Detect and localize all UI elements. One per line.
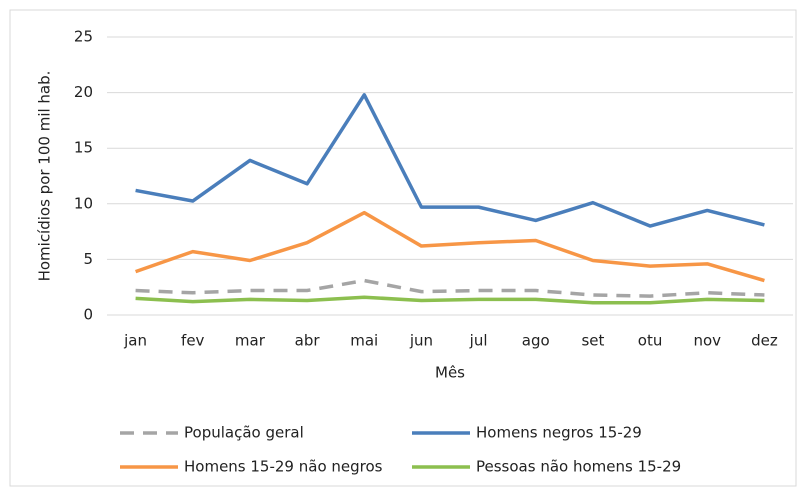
chart-frame <box>9 9 797 487</box>
x-tick-label: dez <box>751 332 778 350</box>
x-tick-label: jul <box>469 332 488 350</box>
legend-label: Homens 15-29 não negros <box>184 458 383 476</box>
y-tick-label: 5 <box>83 250 93 268</box>
x-axis-title: Mês <box>435 364 465 382</box>
x-tick-label: otu <box>638 332 663 350</box>
series-line <box>135 210 765 283</box>
legend-label: População geral <box>184 424 304 442</box>
y-tick-label: 20 <box>74 83 93 101</box>
x-tick-label: mai <box>350 332 378 350</box>
x-tick-label: fev <box>181 332 205 350</box>
series-line <box>135 278 765 298</box>
x-tick-label: ago <box>522 332 550 350</box>
y-tick-label: 15 <box>74 139 93 157</box>
x-tick-label: mar <box>235 332 266 350</box>
y-tick-label: 0 <box>83 306 93 324</box>
series-line <box>135 295 765 305</box>
x-tick-label: set <box>581 332 604 350</box>
x-tick-label: nov <box>693 332 721 350</box>
legend-label: Pessoas não homens 15-29 <box>476 458 681 476</box>
x-tick-label: abr <box>295 332 321 350</box>
legend-label: Homens negros 15-29 <box>476 424 642 442</box>
y-tick-label: 25 <box>74 28 93 46</box>
series-line <box>135 93 765 228</box>
x-tick-label: jun <box>409 332 433 350</box>
x-tick-label: jan <box>123 332 147 350</box>
y-axis-title: Homicídios por 100 mil hab. <box>36 71 54 282</box>
y-tick-label: 10 <box>74 194 93 212</box>
